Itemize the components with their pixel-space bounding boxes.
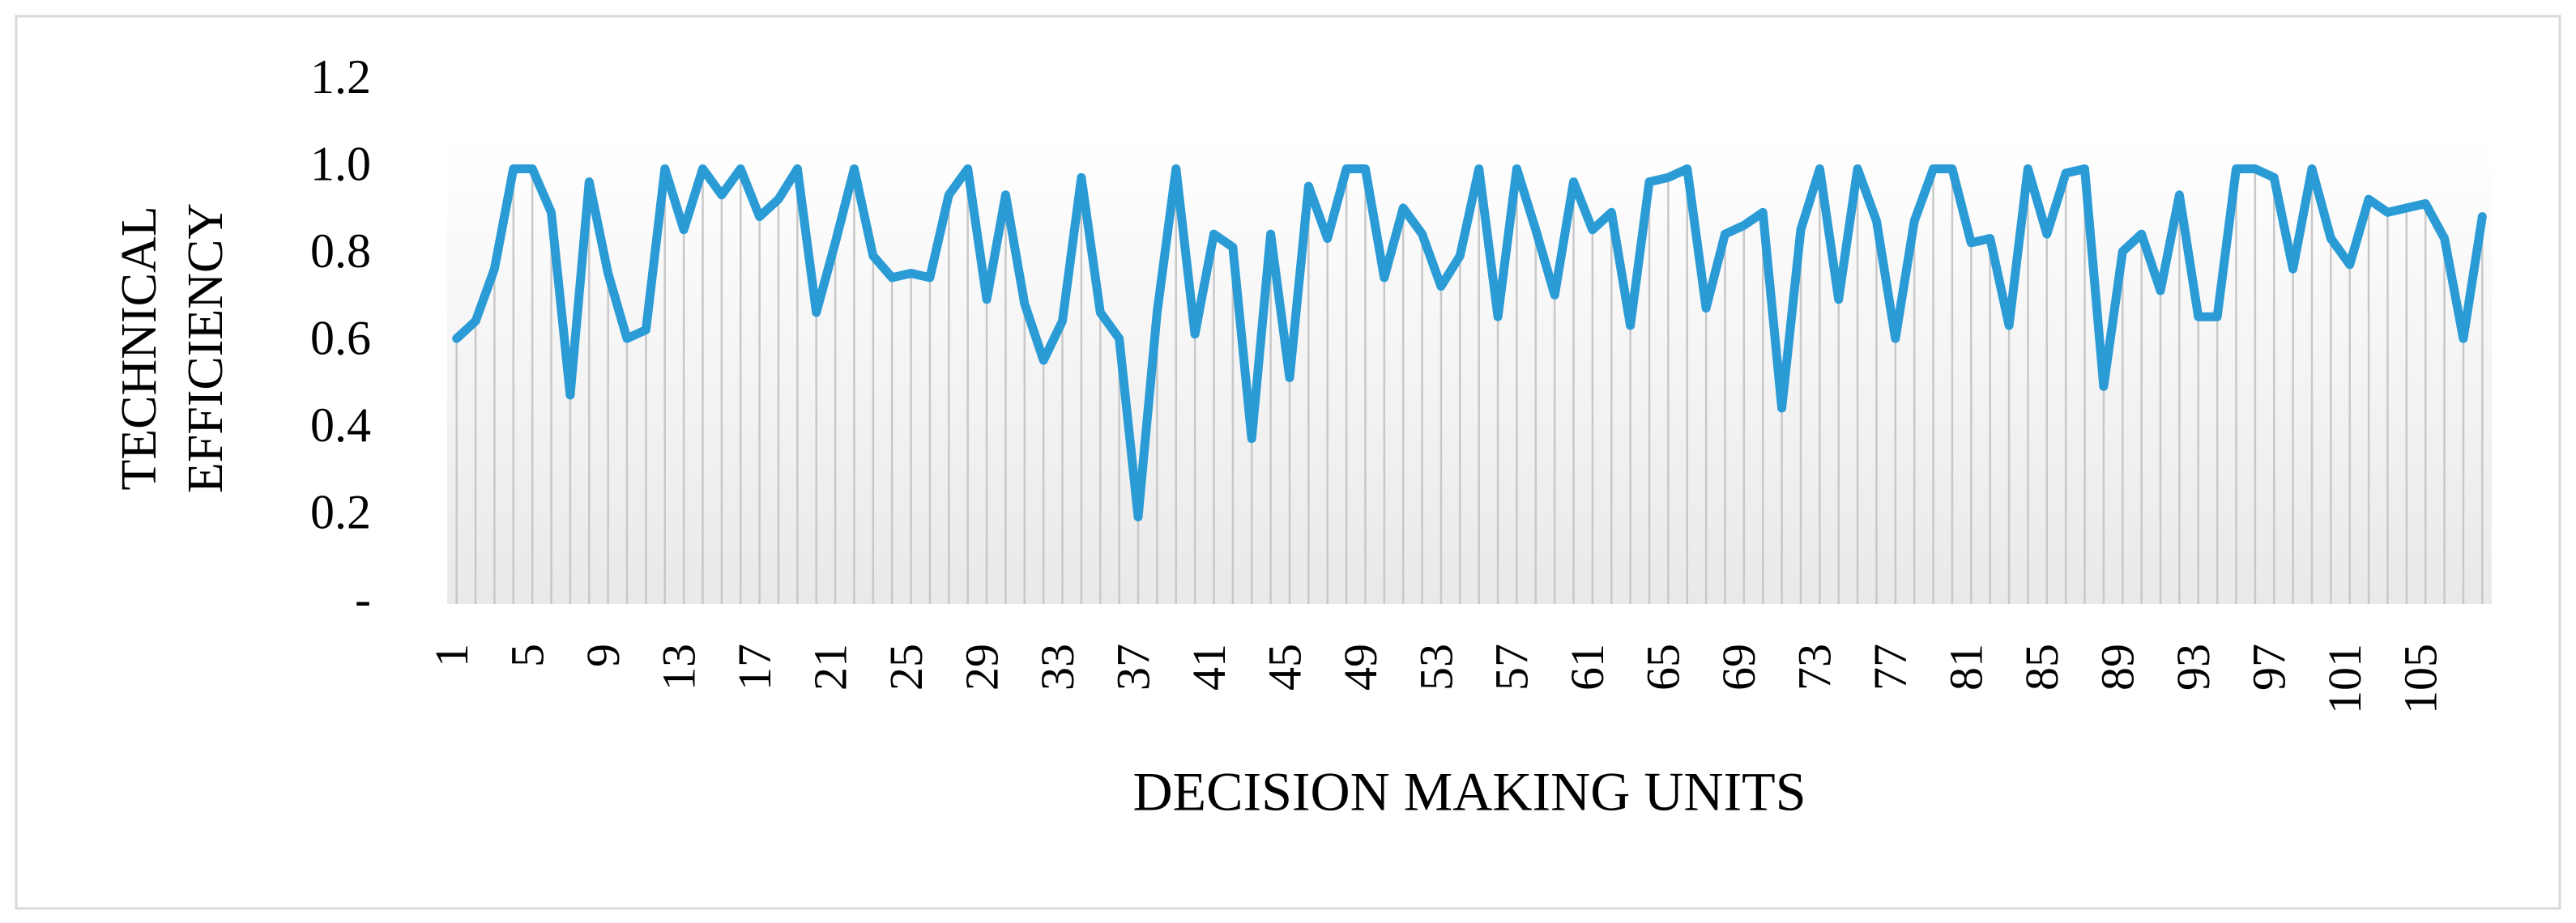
x-tick-label: 97: [2243, 644, 2296, 691]
x-tick-label: 29: [955, 644, 1008, 691]
x-tick-label: 81: [1940, 644, 1993, 691]
x-tick-label: 105: [2395, 644, 2447, 714]
y-axis-title: TECHNICAL EFFICIENCY: [112, 202, 233, 494]
x-tick-label: 9: [577, 644, 629, 667]
x-tick-label: 69: [1712, 644, 1765, 691]
series-line: [452, 164, 2487, 521]
x-tick-label: 57: [1486, 644, 1538, 691]
x-tick-label: 5: [501, 644, 553, 667]
y-tick-label: 0.6: [310, 311, 371, 364]
x-tick-label: 21: [804, 644, 856, 691]
x-tick-label: 45: [1258, 644, 1311, 691]
x-tick-label: 77: [1864, 644, 1917, 691]
x-tick-label: 101: [2318, 644, 2371, 714]
x-tick-label: 93: [2167, 644, 2220, 691]
y-tick-label: 1.2: [310, 50, 371, 104]
x-tick-label: 53: [1410, 644, 1462, 691]
x-tick-label: 17: [728, 644, 781, 691]
y-tick-label: -: [355, 572, 371, 626]
x-tick-label: 65: [1637, 644, 1690, 691]
x-tick-label: 61: [1561, 644, 1614, 691]
x-tick-label: 49: [1334, 644, 1387, 691]
y-tick-label: 0.8: [310, 224, 371, 278]
x-tick-label: 89: [2092, 644, 2144, 691]
y-tick-label: 0.4: [310, 398, 371, 452]
x-tick-label: 41: [1183, 644, 1235, 691]
y-tick-label: 1.0: [310, 137, 371, 190]
x-tick-label: 13: [652, 644, 705, 691]
x-tick-label: 73: [1789, 644, 1841, 691]
x-axis-title: DECISION MAKING UNITS: [1132, 761, 1806, 823]
x-tick-label: 33: [1031, 644, 1084, 691]
x-tick-label: 1: [425, 644, 478, 667]
x-tick-label: 37: [1107, 644, 1159, 691]
x-tick-label: 25: [880, 644, 932, 691]
y-tick-label: 0.2: [310, 485, 371, 538]
x-tick-label: 85: [2015, 644, 2068, 691]
